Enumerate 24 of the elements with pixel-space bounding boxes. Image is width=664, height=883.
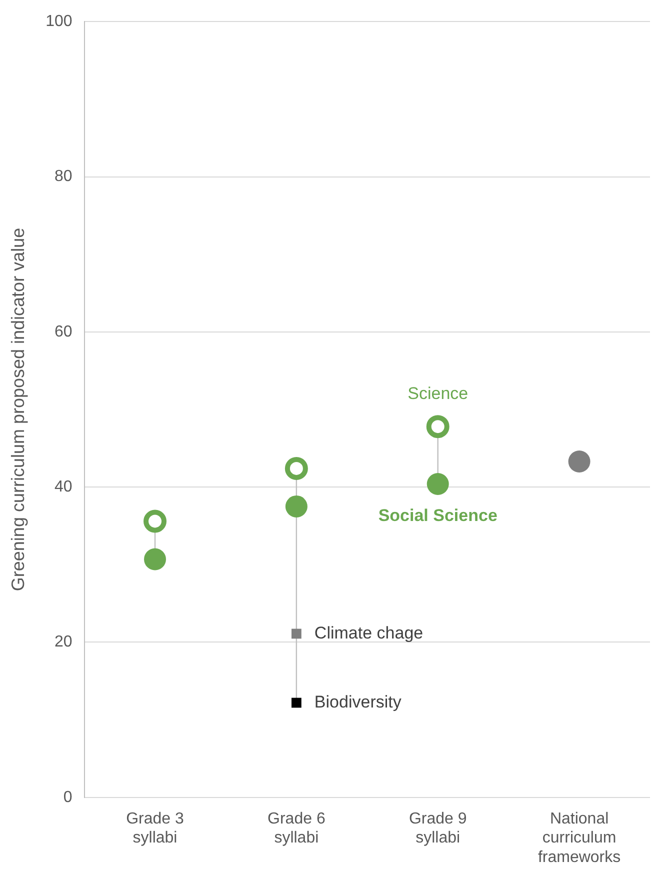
y-tick-label: 40 (54, 478, 72, 496)
point (426, 415, 450, 438)
y-tick-label: 80 (54, 168, 72, 186)
series-label: Social Science (378, 506, 498, 526)
y-tick-label: 60 (54, 323, 72, 340)
series-label: Science (408, 384, 468, 403)
x-tick-label: Grade 9 syllabi (408, 810, 467, 847)
x-tick-label: Grade 6 syllabi (268, 810, 326, 847)
point (285, 495, 308, 518)
point (144, 510, 167, 533)
y-tick-label: 100 (46, 13, 72, 30)
x-tick-label: National curriculum frameworks (538, 810, 621, 866)
point (568, 450, 590, 472)
point (284, 456, 308, 480)
series-label: Climate chage (314, 623, 424, 642)
point (291, 698, 302, 708)
y-tick-label: 20 (54, 634, 72, 651)
y-tick-label: 0 (63, 788, 72, 806)
point (291, 628, 302, 639)
series-label: Biodiversity (314, 692, 402, 712)
point (426, 472, 449, 495)
x-tick-label: Grade 3 syllabi (126, 810, 184, 847)
y-axis-title: Greening curriculum proposed indicator value (8, 228, 28, 592)
point (144, 548, 166, 570)
